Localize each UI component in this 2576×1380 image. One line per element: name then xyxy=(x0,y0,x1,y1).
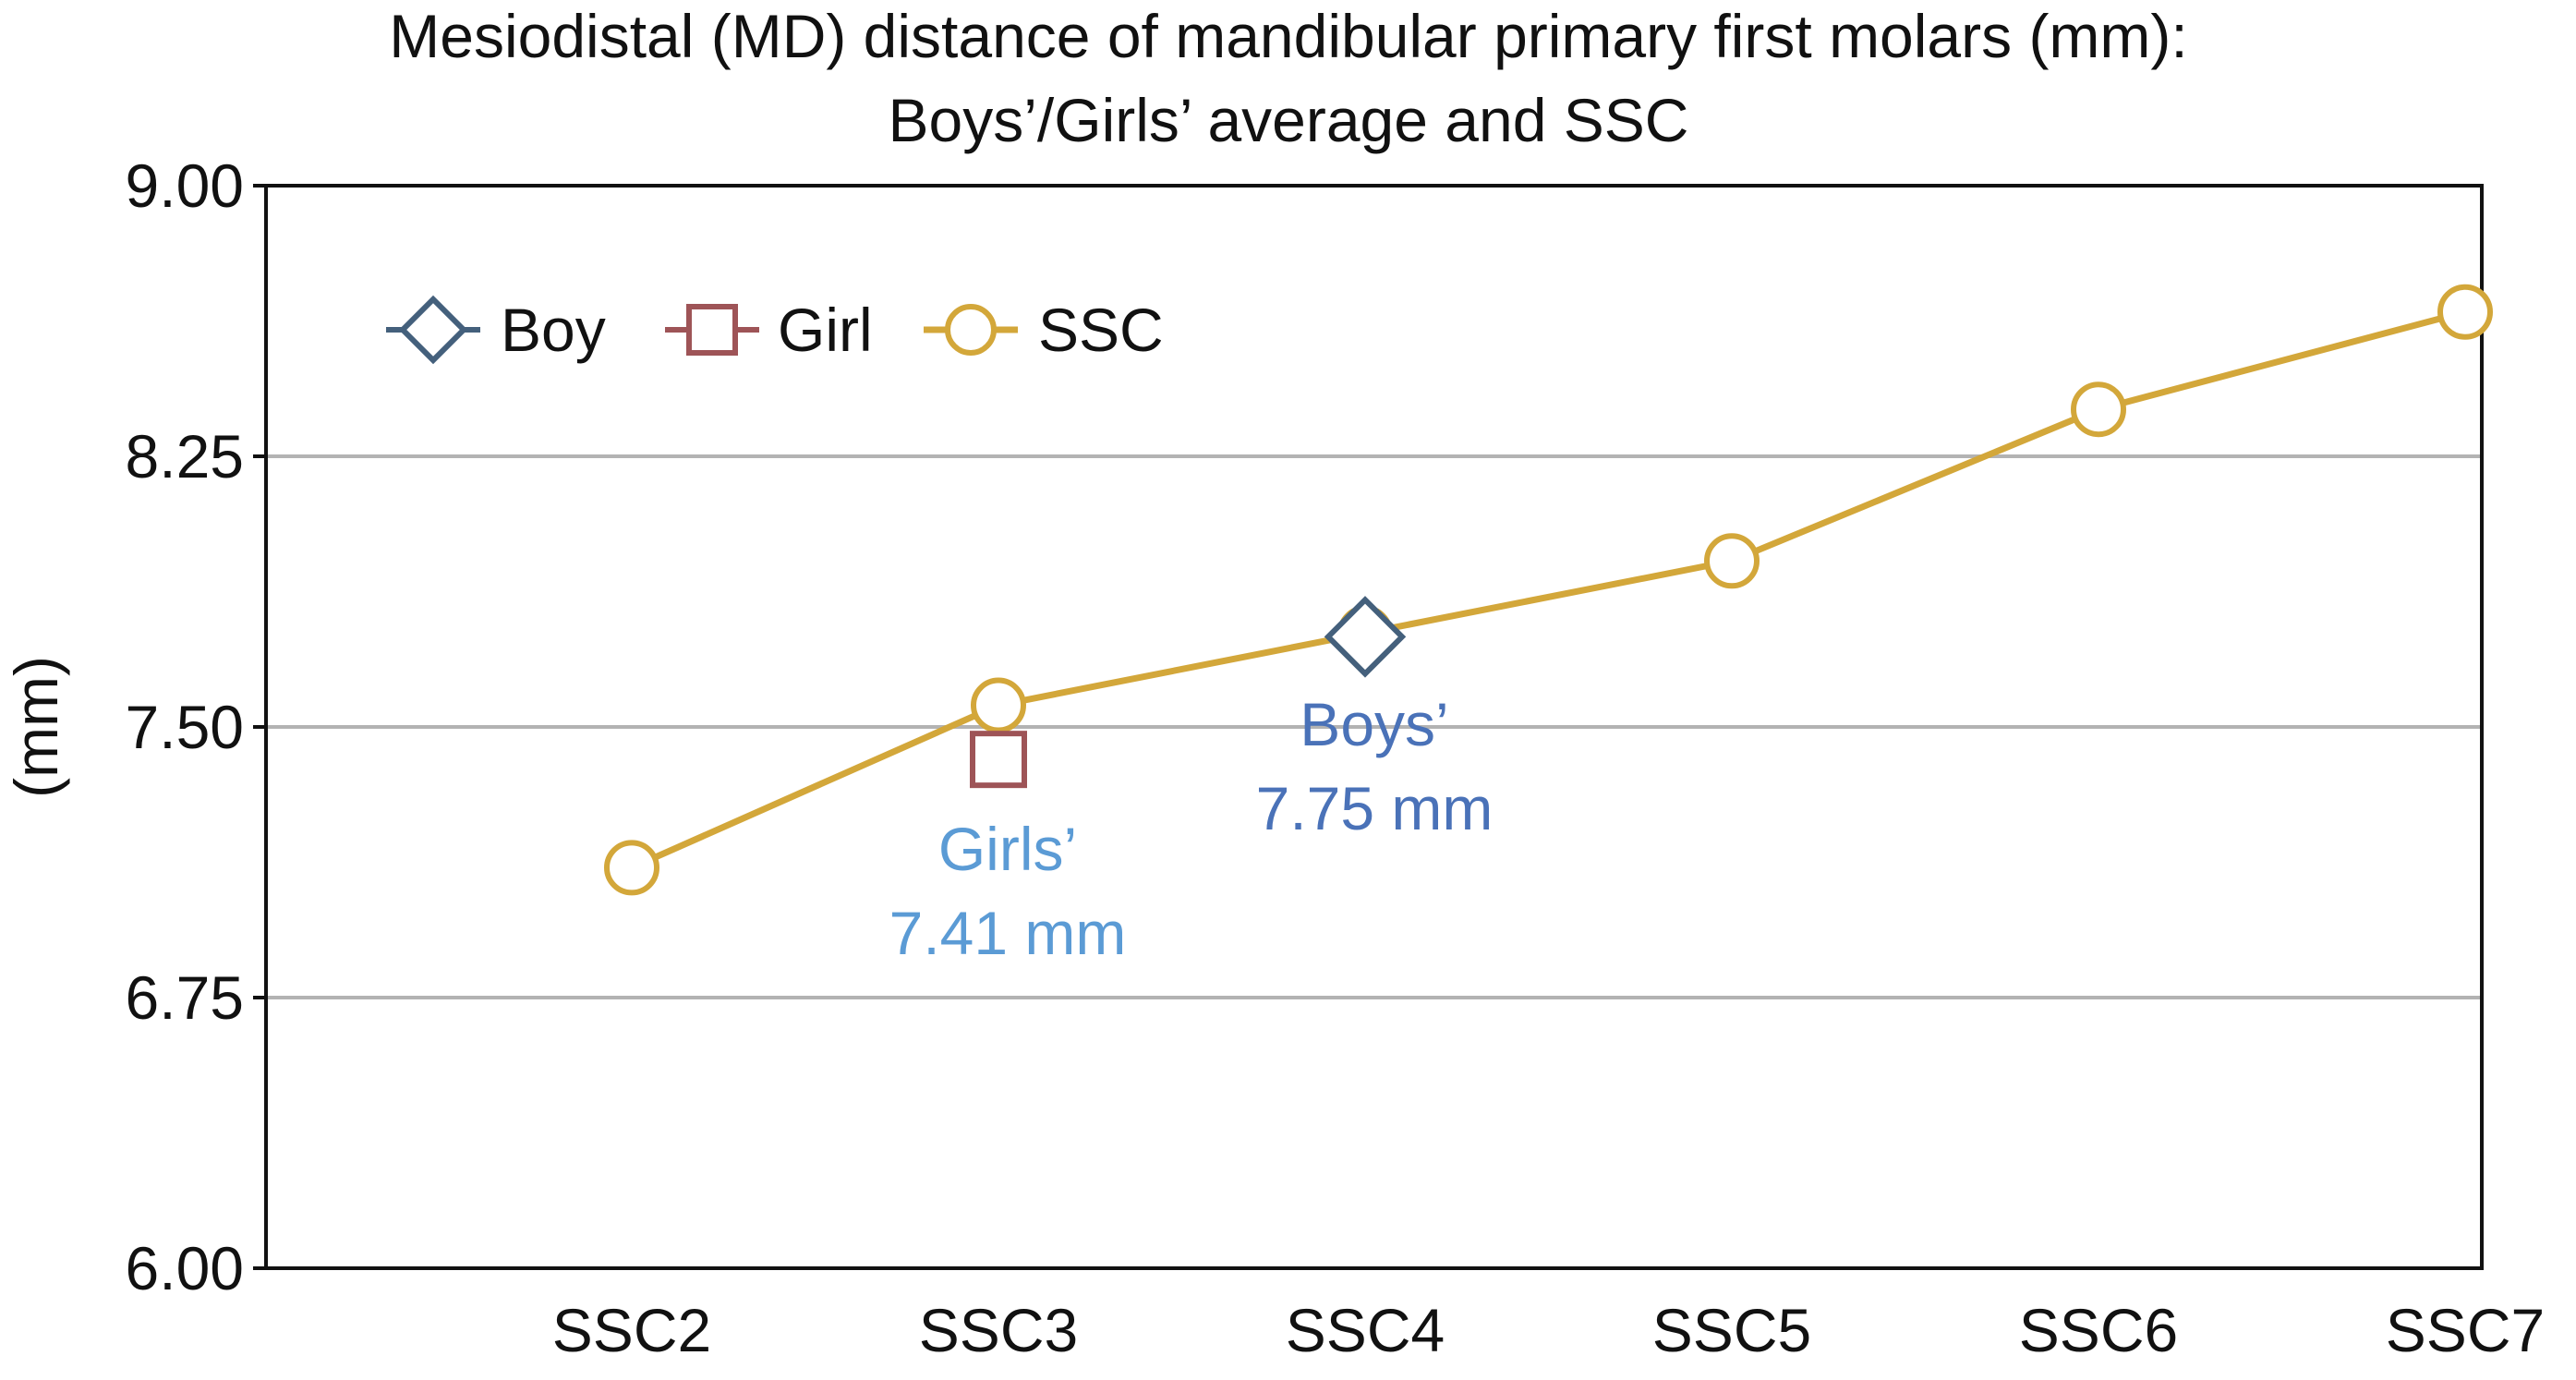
girl-marker xyxy=(970,731,1027,789)
ssc-point xyxy=(604,840,659,896)
y-tick-label: 6.75 xyxy=(126,963,244,1032)
x-tick-label: SSC2 xyxy=(552,1296,711,1364)
y-tick-label: 8.25 xyxy=(126,422,244,490)
legend-boy-marker xyxy=(398,295,468,365)
y-axis-ticks: 9.00 8.25 7.50 6.75 6.00 xyxy=(126,151,266,1302)
ssc-line xyxy=(630,309,2466,871)
legend: Boy Girl SSC xyxy=(386,295,1164,365)
series-ssc xyxy=(604,284,2493,896)
annotation-value: 7.75 mm xyxy=(1256,774,1494,842)
y-tick-label: 6.00 xyxy=(126,1234,244,1302)
gridlines xyxy=(266,454,2482,999)
ssc-point xyxy=(1704,533,1760,589)
annotation-value: 7.41 mm xyxy=(889,899,1127,967)
x-axis-ticks: SSC2 SSC3 SSC4 SSC5 SSC6 SSC7 xyxy=(552,1296,2545,1364)
legend-girl-label: Girl xyxy=(778,296,873,364)
x-tick-label: SSC6 xyxy=(2019,1296,2178,1364)
ssc-point xyxy=(2071,381,2126,438)
annotation-label: Girls’ xyxy=(938,815,1077,883)
annotations: Boys’ 7.75 mm Girls’ 7.41 mm xyxy=(889,690,1494,967)
chart-title: Mesiodistal (MD) distance of mandibular … xyxy=(389,2,2187,70)
ssc-point xyxy=(971,677,1026,733)
series-boy xyxy=(1324,596,1407,678)
boy-marker xyxy=(1324,596,1407,678)
legend-ssc-label: SSC xyxy=(1038,296,1164,364)
y-tick-label: 7.50 xyxy=(126,693,244,761)
x-tick-label: SSC4 xyxy=(1286,1296,1445,1364)
y-tick-label: 9.00 xyxy=(126,151,244,220)
x-tick-label: SSC7 xyxy=(2386,1296,2545,1364)
ssc-point xyxy=(2437,284,2493,340)
legend-ssc-marker xyxy=(945,304,997,356)
series-girl xyxy=(970,731,1027,789)
legend-boy-label: Boy xyxy=(501,296,606,364)
x-tick-label: SSC5 xyxy=(1652,1296,1811,1364)
y-axis-label: (mm) xyxy=(2,656,70,798)
x-tick-label: SSC3 xyxy=(919,1296,1078,1364)
chart-subtitle: Boys’/Girls’ average and SSC xyxy=(889,86,1689,154)
annotation-label: Boys’ xyxy=(1300,690,1448,758)
legend-girl-marker xyxy=(686,304,738,356)
